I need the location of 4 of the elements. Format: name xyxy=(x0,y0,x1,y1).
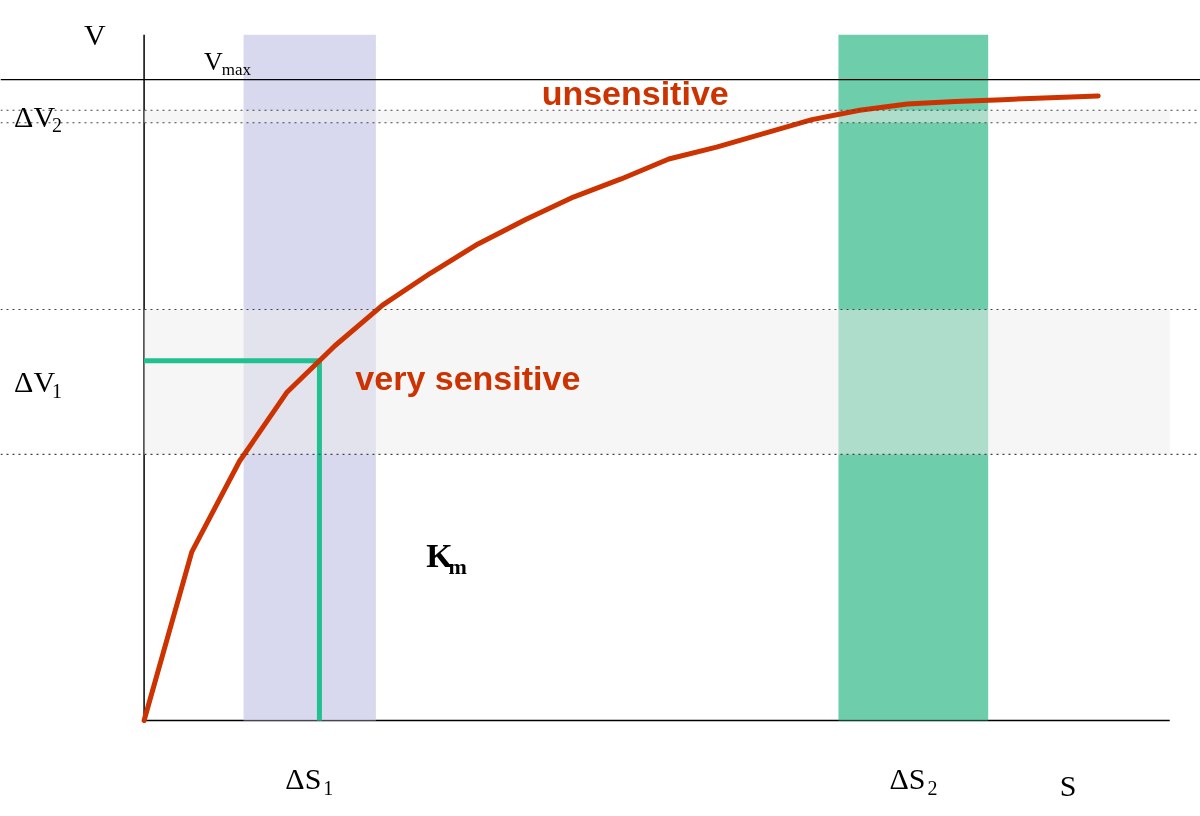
annotation: unsensitive xyxy=(541,74,729,113)
y-axis-title: V xyxy=(84,18,107,52)
annotation: very sensitive xyxy=(355,358,581,397)
x-axis-title: S xyxy=(1059,769,1077,802)
